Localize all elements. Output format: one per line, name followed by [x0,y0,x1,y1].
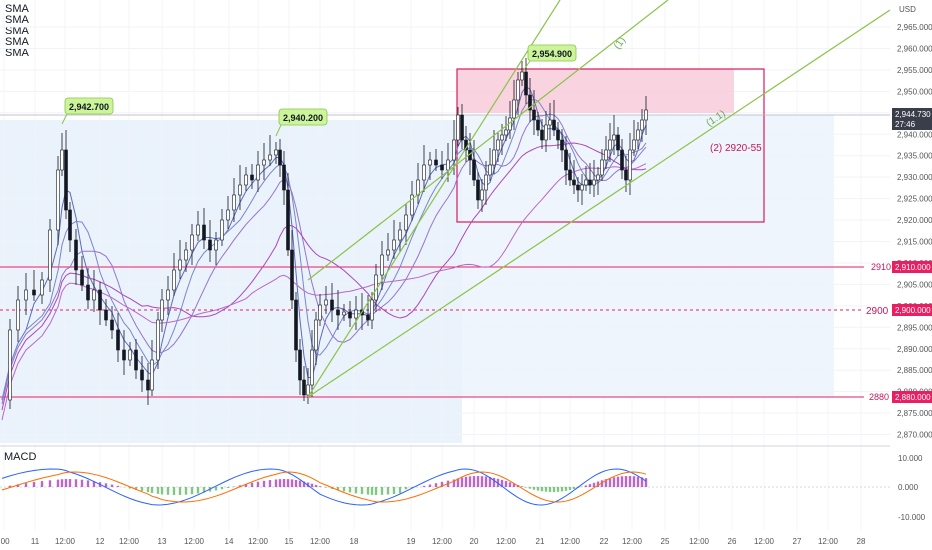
price-tick-label: 2,960.000 [897,44,932,53]
time-tick-label: 12:00 [119,537,140,546]
time-tick-label: 25 [661,537,670,546]
callout-high-1[interactable]: 2,942.700 [61,97,114,125]
time-tick-label: 12 [96,537,105,546]
time-tick-label: 12:00 [248,537,269,546]
target-zone-fill [457,69,734,113]
time-tick-label: 12:00 [560,537,581,546]
macd-indicator-label[interactable]: MACD [4,451,37,463]
macd-tick-label: -10.000 [898,513,926,522]
time-tick-label: 12:00 [184,537,205,546]
level-badge-2910: 2,910.000 [892,261,932,273]
macd-pane [1,468,648,506]
time-tick-label: 12:00 [754,537,775,546]
callout-high-3-text: 2,954.900 [532,49,572,59]
time-axis[interactable]: :00 11 12:00 12 12:00 13 12:00 14 12:00 15 12:00 18… [0,537,866,546]
trendline-channel-lower[interactable] [307,9,891,398]
price-tick-label: 2,950.000 [897,87,932,96]
target-zone-box[interactable] [456,68,765,223]
time-tick-label: 12:00 [689,537,710,546]
price-tick-label: 2,905.000 [897,280,932,289]
price-tick-label: 2,875.000 [897,409,932,418]
indicator-sma-1[interactable]: SMA [5,3,29,15]
time-tick-label: 20 [470,537,479,546]
price-tick-label: 2,955.000 [897,66,932,75]
time-tick-label: 15 [285,537,294,546]
price-tick-label: 2,920.000 [897,216,932,225]
price-tick-label: 2,940.000 [897,130,932,139]
callout-high-2[interactable]: 2,940.200 [275,108,328,137]
callout-high-2-text: 2,940.200 [283,113,323,123]
price-tick-label: 2,885.000 [897,366,932,375]
level-badge-2910-text: 2,910.000 [895,263,931,272]
time-tick-label: 28 [857,537,866,546]
time-tick-label: 12:00 [622,537,643,546]
price-axis-ticks: 2,965.000 2,960.000 2,955.000 2,950.000 2,94… [897,23,932,440]
indicator-sma-3[interactable]: SMA [5,25,29,37]
price-axis[interactable]: USD [899,5,916,14]
level-label-2900: 2900 [866,306,889,317]
time-tick-label: 13 [158,537,167,546]
macd-tick-label: 0.000 [898,483,919,492]
level-label-2880: 2880 [869,392,889,402]
level-label-2910: 2910 [871,262,891,272]
current-price-value: 2,944.730 [895,110,931,119]
time-tick-label: 12:00 [310,537,331,546]
price-tick-label: 2,915.000 [897,238,932,247]
trendline-channel-mid[interactable] [307,0,669,281]
time-tick-label: 12:00 [496,537,517,546]
macd-tick-label: 10.000 [898,454,923,463]
time-tick-label: 18 [350,537,359,546]
countdown-value: 27:46 [895,120,916,129]
time-tick-label: 19 [407,537,416,546]
time-tick-label: 12:00 [432,537,453,546]
callout-high-1-text: 2,942.700 [69,102,109,112]
trendline-channel-upper[interactable] [307,0,561,398]
price-tick-label: 2,870.000 [897,431,932,440]
callout-high-3[interactable]: 2,954.900 [522,44,577,72]
time-tick-label: 26 [728,537,737,546]
range-highlight-right [462,115,834,397]
time-tick-label: 12:00 [818,537,839,546]
price-tick-label: 2,965.000 [897,23,932,32]
level-badge-2880-text: 2,880.000 [895,393,931,402]
price-tick-label: 2,930.000 [897,173,932,182]
time-tick-label: :00 [0,537,10,546]
target-zone-label: (2) 2920-55 [710,143,762,154]
price-tick-label: 2,895.000 [897,323,932,332]
range-highlight-main [0,120,462,443]
indicator-sma-4[interactable]: SMA [5,36,29,48]
price-tick-label: 2,935.000 [897,152,932,161]
level-badge-2880: 2,880.000 [892,391,932,403]
indicator-sma-2[interactable]: SMA [5,14,29,26]
time-tick-label: 27 [793,537,802,546]
price-tick-label: 2,890.000 [897,345,932,354]
time-tick-label: 22 [600,537,609,546]
moving-averages [1,86,647,421]
indicator-legend: SMA SMA SMA SMA SMA [5,4,29,59]
time-tick-label: 21 [536,537,545,546]
macd-axis-ticks: 10.000 0.000 -10.000 [898,454,926,522]
currency-label: USD [899,5,916,14]
time-tick-label: 14 [225,537,234,546]
level-badge-2900-text: 2,900.000 [895,306,931,315]
current-price-badge: 2,944.730 27:46 [892,108,932,130]
channel-label-1: (1) [612,35,628,51]
price-tick-label: 2,925.000 [897,195,932,204]
time-tick-label: 12:00 [55,537,76,546]
time-tick-label: 11 [31,537,40,546]
indicator-sma-5[interactable]: SMA [5,47,29,59]
level-badge-2900: 2,900.000 [892,304,932,316]
